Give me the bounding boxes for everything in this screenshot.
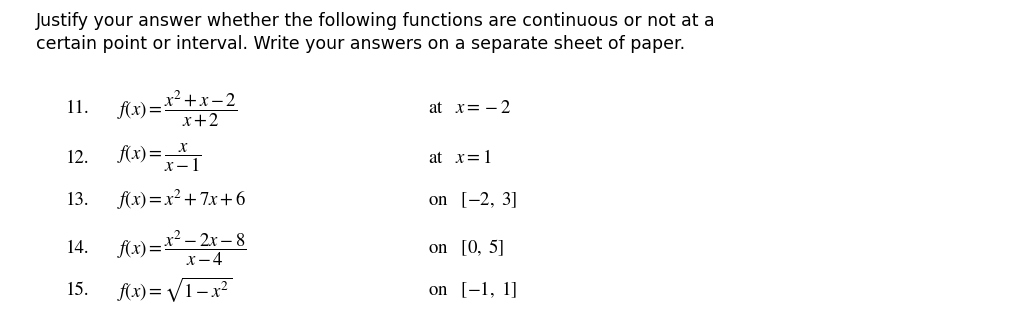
Text: at   $x = -2$: at $x = -2$ xyxy=(428,100,512,117)
Text: at   $x = 1$: at $x = 1$ xyxy=(428,149,491,167)
Text: on   $[-2,\ 3]$: on $[-2,\ 3]$ xyxy=(428,190,517,210)
Text: 14.: 14. xyxy=(66,239,90,257)
Text: $f(x) = \sqrt{1 - x^2}$: $f(x) = \sqrt{1 - x^2}$ xyxy=(117,275,233,304)
Text: $f(x) = x^2 + 7x + 6$: $f(x) = x^2 + 7x + 6$ xyxy=(117,188,247,212)
Text: $f(x) = \dfrac{x}{x-1}$: $f(x) = \dfrac{x}{x-1}$ xyxy=(117,142,202,175)
Text: $f(x) = \dfrac{x^2+x-2}{x+2}$: $f(x) = \dfrac{x^2+x-2}{x+2}$ xyxy=(117,88,237,128)
Text: 11.: 11. xyxy=(66,100,90,117)
Text: Justify your answer whether the following functions are continuous or not at a: Justify your answer whether the followin… xyxy=(36,12,715,30)
Text: 12.: 12. xyxy=(66,149,90,167)
Text: $f(x) = \dfrac{x^2-2x-8}{x-4}$: $f(x) = \dfrac{x^2-2x-8}{x-4}$ xyxy=(117,228,247,267)
Text: on   $[0,\ 5]$: on $[0,\ 5]$ xyxy=(428,238,504,258)
Text: on   $[-1,\ 1]$: on $[-1,\ 1]$ xyxy=(428,280,517,300)
Text: 15.: 15. xyxy=(66,281,90,299)
Text: certain point or interval. Write your answers on a separate sheet of paper.: certain point or interval. Write your an… xyxy=(36,35,685,53)
Text: 13.: 13. xyxy=(66,191,90,209)
